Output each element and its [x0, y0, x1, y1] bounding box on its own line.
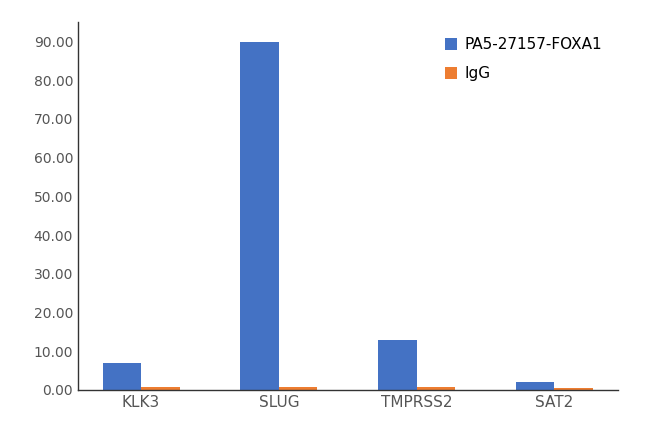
Bar: [417, 387, 455, 390]
Bar: [279, 387, 317, 390]
Bar: [240, 42, 279, 390]
Legend: PA5-27157-FOXA1, IgG: PA5-27157-FOXA1, IgG: [437, 30, 610, 89]
Bar: [378, 339, 417, 390]
Bar: [516, 382, 554, 390]
Bar: [141, 387, 179, 390]
Bar: [103, 363, 141, 390]
Bar: [554, 388, 593, 390]
